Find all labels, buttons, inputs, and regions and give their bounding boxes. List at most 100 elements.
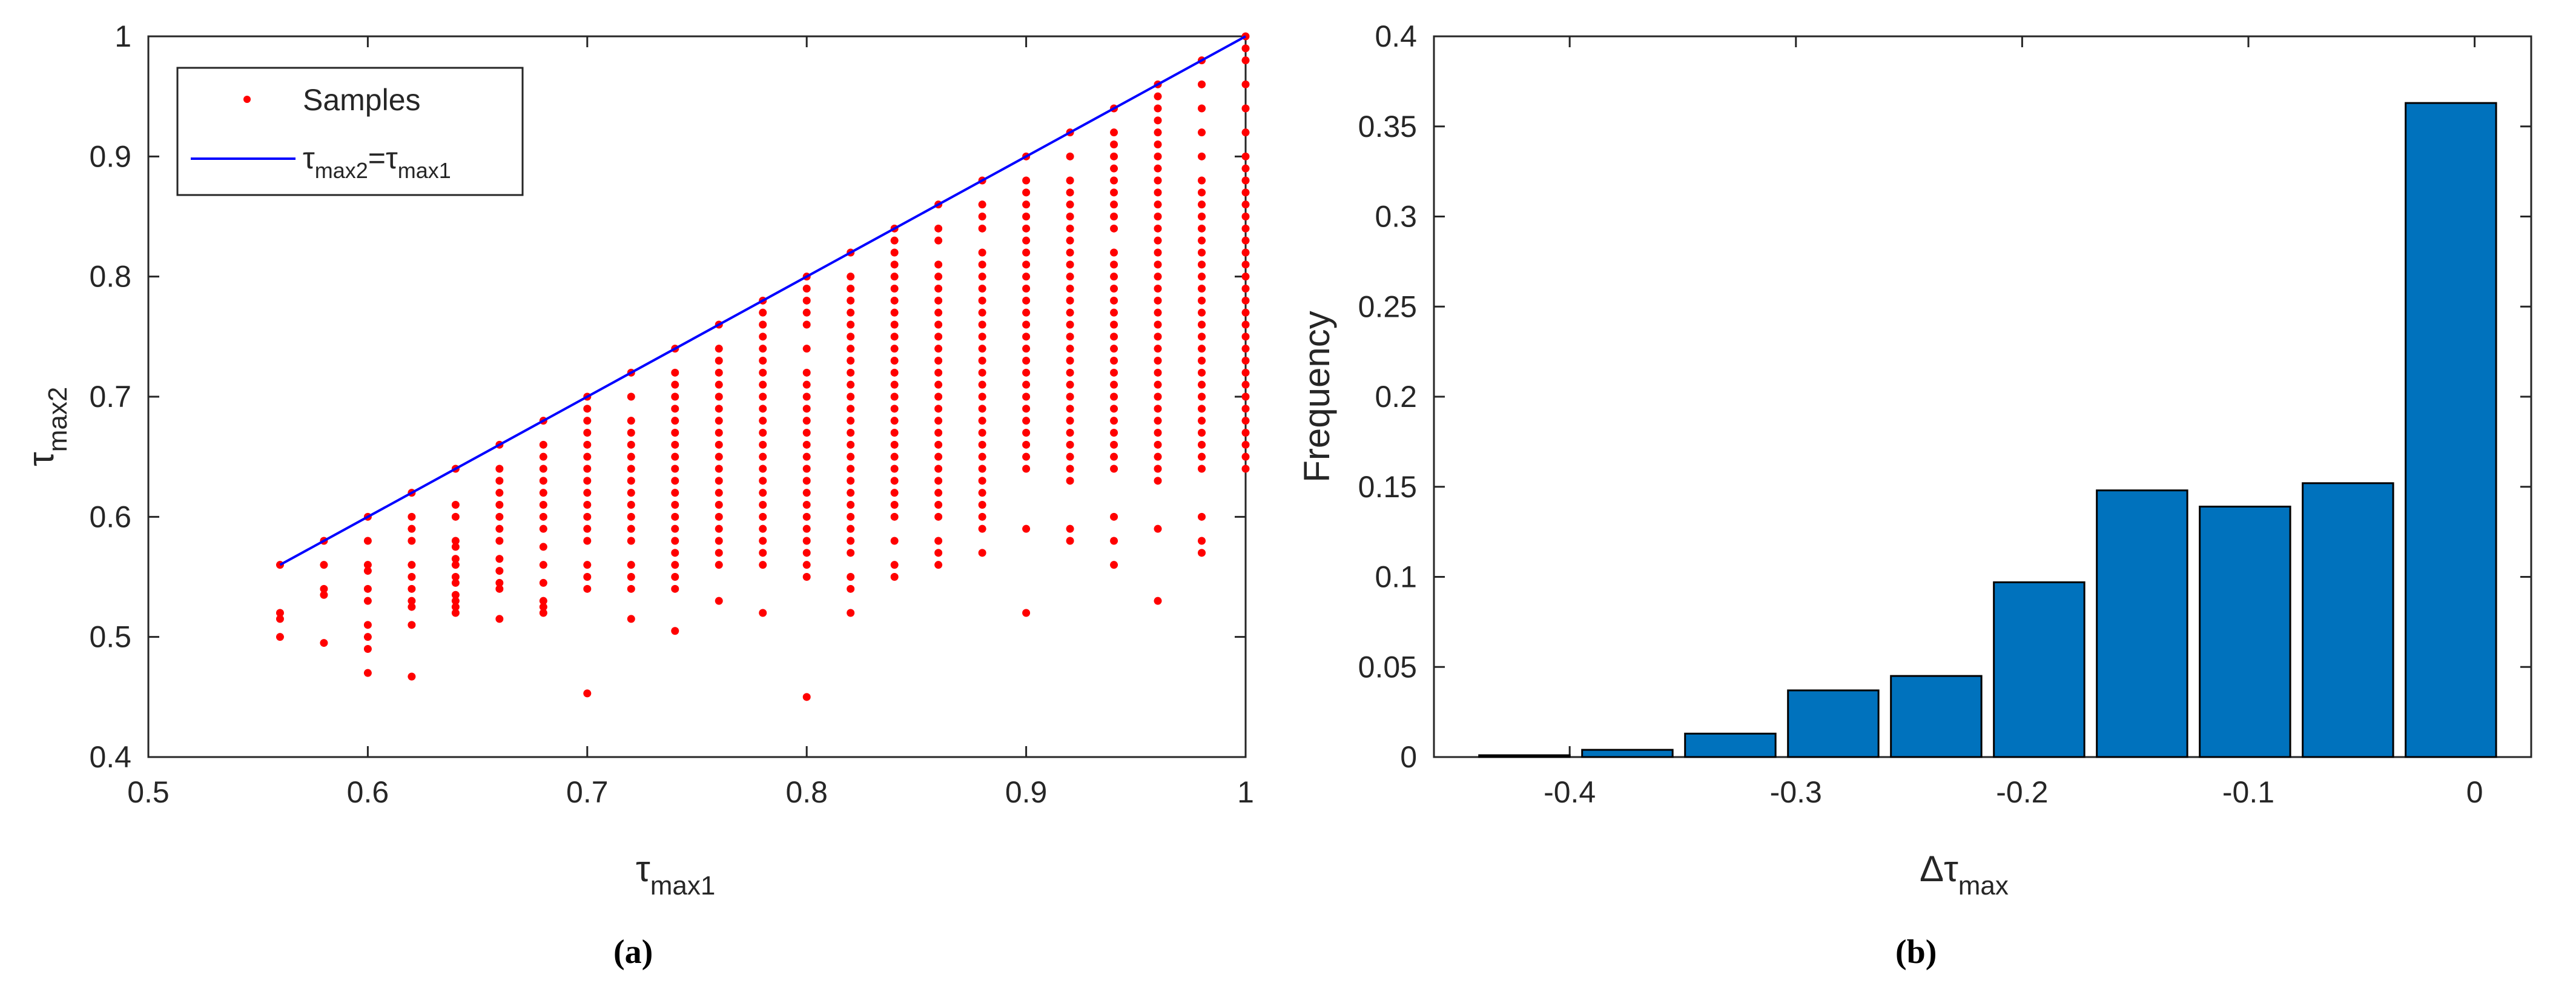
sample-point	[978, 465, 986, 473]
sample-point	[320, 590, 328, 599]
sample-point	[715, 440, 723, 449]
sample-point	[802, 405, 811, 413]
sample-point	[1198, 308, 1206, 317]
y-tick-label: 0.2	[1375, 380, 1417, 414]
sample-point	[451, 597, 460, 605]
sample-point	[1198, 512, 1206, 521]
sample-point	[495, 501, 504, 509]
sample-point	[539, 501, 547, 509]
sample-point	[1241, 164, 1250, 173]
sample-point	[1198, 296, 1206, 305]
sample-point	[408, 603, 416, 611]
sample-point	[1198, 405, 1206, 413]
sample-point	[1154, 380, 1162, 389]
sample-point	[934, 405, 943, 413]
sample-point	[1241, 260, 1250, 269]
sample-point	[1198, 285, 1206, 293]
histogram-bar	[1890, 675, 1983, 758]
sample-point	[890, 501, 899, 509]
y-tick-label: 0.7	[89, 380, 131, 414]
sample-point	[1154, 477, 1162, 485]
sample-point	[1241, 405, 1250, 413]
sample-point	[890, 285, 899, 293]
sample-point	[451, 561, 460, 569]
sample-point	[583, 584, 592, 593]
sample-point	[1022, 417, 1031, 425]
sample-point	[847, 332, 855, 341]
sample-point	[759, 561, 767, 569]
sample-point	[1154, 524, 1162, 533]
sample-point	[802, 320, 811, 329]
sample-point	[1198, 248, 1206, 257]
sample-point	[934, 332, 943, 341]
sample-point	[1241, 224, 1250, 233]
sample-point	[1154, 141, 1162, 148]
sample-point	[1241, 380, 1250, 389]
sample-point	[1022, 380, 1031, 389]
histogram-ticks: -0.4 -0.3 -0.2 -0.1 0 0 0.05 0.1 0.15 0.2 0.25 0.3 0…	[1358, 19, 2531, 809]
sample-point	[451, 537, 460, 545]
sample-point	[671, 452, 679, 461]
sample-point	[363, 537, 372, 545]
sample-point	[1110, 440, 1118, 449]
sample-point	[1022, 429, 1031, 437]
sample-point	[1110, 176, 1118, 185]
sample-point	[1110, 320, 1118, 329]
sample-point	[1154, 405, 1162, 413]
sample-point	[934, 392, 943, 401]
sample-point	[1198, 452, 1206, 461]
sample-point	[583, 561, 592, 569]
sample-point	[934, 452, 943, 461]
sample-point	[671, 417, 679, 425]
sample-point	[934, 417, 943, 425]
sample-point	[1154, 597, 1162, 605]
scatter-panel: 0.5 0.6 0.7 0.8 0.9 10.40.50.60.70.80.91 Samp…	[21, 19, 1254, 971]
sample-point	[890, 308, 899, 317]
histogram-bar	[1684, 732, 1777, 758]
sample-point	[802, 693, 811, 701]
sample-point	[890, 296, 899, 305]
sample-point	[802, 345, 811, 353]
scatter-y-axis-label-base: τ	[21, 452, 61, 466]
sample-point	[1154, 273, 1162, 281]
sample-point	[539, 543, 547, 551]
sample-point	[1241, 176, 1250, 185]
samples-points	[276, 32, 1250, 701]
y-tick-label: 0.6	[89, 500, 131, 534]
sample-point	[583, 524, 592, 533]
sample-point	[408, 524, 416, 533]
sample-point	[1241, 308, 1250, 317]
sample-point	[363, 669, 372, 677]
sample-point	[1022, 260, 1031, 269]
x-tick-label: 0.9	[1005, 775, 1048, 809]
x-tick-label: -0.3	[1770, 775, 1822, 809]
sample-point	[320, 561, 328, 569]
sample-point	[1066, 440, 1074, 449]
sample-point	[847, 477, 855, 485]
sample-point	[1241, 200, 1250, 209]
sample-point	[715, 452, 723, 461]
sample-point	[802, 308, 811, 317]
sample-point	[1066, 273, 1074, 281]
sample-point	[934, 308, 943, 317]
sample-point	[715, 345, 723, 353]
sample-point	[759, 429, 767, 437]
sample-point	[1241, 429, 1250, 437]
sample-point	[978, 213, 986, 220]
sample-point	[890, 429, 899, 437]
sample-point	[1154, 417, 1162, 425]
sample-point	[276, 633, 284, 641]
sample-point	[802, 452, 811, 461]
sample-point	[583, 512, 592, 521]
sample-point	[1241, 128, 1250, 137]
sample-point	[847, 345, 855, 353]
sample-point	[847, 609, 855, 617]
sample-point	[671, 429, 679, 437]
panel-a-label: (a)	[613, 933, 653, 971]
sample-point	[495, 512, 504, 521]
sample-point	[539, 609, 547, 617]
sample-point	[1110, 392, 1118, 401]
sample-point	[451, 501, 460, 509]
scatter-y-axis-label: τmax2	[21, 387, 73, 466]
sample-point	[1066, 260, 1074, 269]
